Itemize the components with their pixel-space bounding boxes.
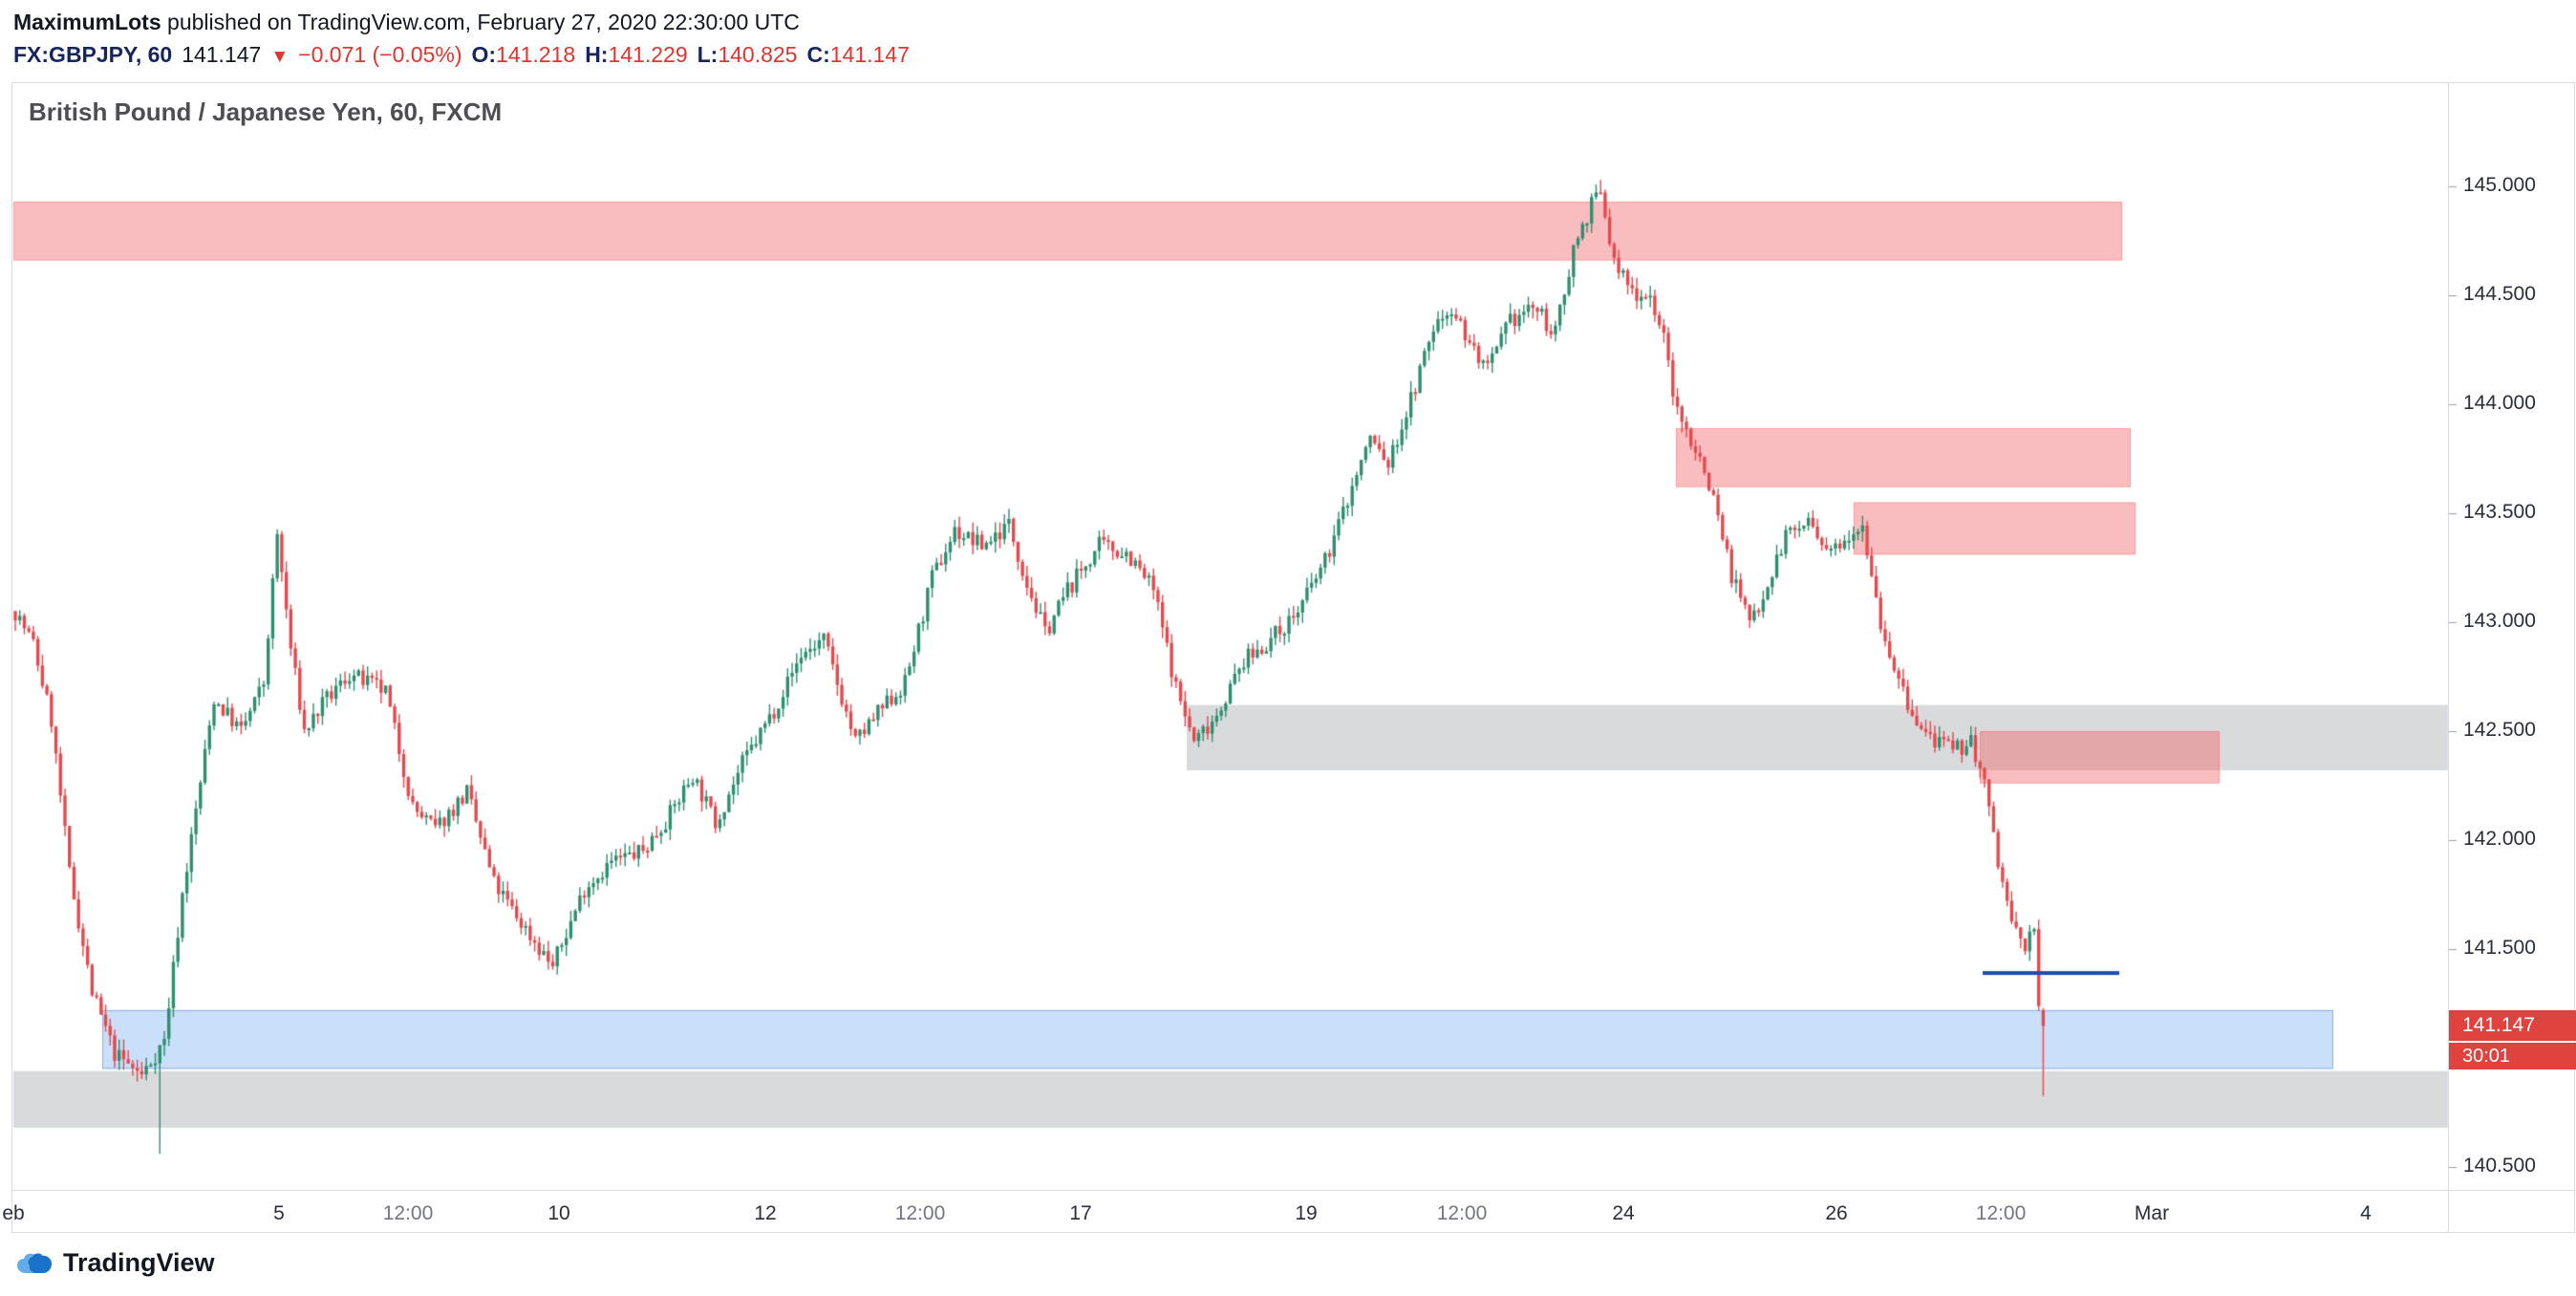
time-tick-label: 26 <box>1825 1202 1848 1224</box>
symbol-name[interactable]: FX:GBPJPY, 60 <box>13 42 173 67</box>
bar-countdown-label: 30:01 <box>2449 1043 2576 1070</box>
time-tick-label: 12:00 <box>1436 1202 1488 1224</box>
time-tick-label: 4 <box>2360 1202 2372 1224</box>
open-label: O: <box>471 42 497 67</box>
publish-details: published on TradingView.com, February 2… <box>161 10 800 34</box>
tradingview-brand-text: TradingView <box>63 1248 215 1277</box>
price-tick-label: 140.500 <box>2463 1155 2536 1177</box>
time-tick-label: 12:00 <box>1975 1202 2027 1224</box>
time-tick-label: 10 <box>547 1202 570 1224</box>
price-tick-label: 142.000 <box>2463 828 2536 850</box>
price-tick-label: 142.500 <box>2463 719 2536 741</box>
price-axis-divider <box>2448 82 2449 1233</box>
close-label: C: <box>806 42 830 67</box>
price-tick-label: 144.000 <box>2463 392 2536 414</box>
tradingview-logo-icon <box>17 1252 52 1273</box>
publisher-name: MaximumLots <box>13 10 161 34</box>
time-tick-label: eb <box>2 1202 25 1224</box>
last-price-label: 141.147 <box>2449 1010 2576 1042</box>
price-change: −0.071 (−0.05%) <box>298 42 462 67</box>
tradingview-footer[interactable]: TradingView <box>15 1248 215 1278</box>
chart-title-watermark: British Pound / Japanese Yen, 60, FXCM <box>29 97 503 126</box>
price-tick-label: 143.500 <box>2463 501 2536 523</box>
time-tick-label: 12 <box>754 1202 777 1224</box>
time-tick-label: Mar <box>2134 1202 2170 1224</box>
high-price: 141.229 <box>608 42 688 67</box>
time-tick-label: 12:00 <box>894 1202 946 1224</box>
price-axis[interactable]: 145.000 144.500 144.000 143.500 143.000 142.5… <box>2448 82 2576 1190</box>
time-tick-label: 12:00 <box>382 1202 434 1224</box>
time-axis-divider <box>11 1190 2575 1191</box>
high-value: H: 141.229 <box>585 42 687 68</box>
down-arrow-icon: ▼ <box>270 47 290 67</box>
time-tick-label: 19 <box>1295 1202 1318 1224</box>
price-tick-label: 145.000 <box>2463 174 2536 196</box>
low-price: 140.825 <box>718 42 798 67</box>
price-tick-label: 144.500 <box>2463 283 2536 305</box>
time-axis[interactable]: eb 5 12:00 10 12 12:00 17 19 12:00 24 26 12:00 Mar 4 <box>2 1190 2448 1233</box>
quote-line: FX:GBPJPY, 60 141.147 ▼ −0.071 (−0.05%) … <box>13 42 910 68</box>
publish-info: MaximumLots published on TradingView.com… <box>13 10 800 35</box>
open-price: 141.218 <box>496 42 576 67</box>
last-price: 141.147 <box>182 42 262 67</box>
low-label: L: <box>697 42 719 67</box>
time-tick-label: 24 <box>1612 1202 1635 1224</box>
high-label: H: <box>585 42 609 67</box>
close-value: C: 141.147 <box>806 42 909 68</box>
time-tick-label: 17 <box>1069 1202 1092 1224</box>
price-tick-label: 143.000 <box>2463 610 2536 632</box>
open-value: O: 141.218 <box>471 42 575 68</box>
low-value: L: 140.825 <box>698 42 798 68</box>
time-tick-label: 5 <box>273 1202 285 1224</box>
price-tick-label: 141.500 <box>2463 937 2536 959</box>
close-price: 141.147 <box>829 42 910 67</box>
